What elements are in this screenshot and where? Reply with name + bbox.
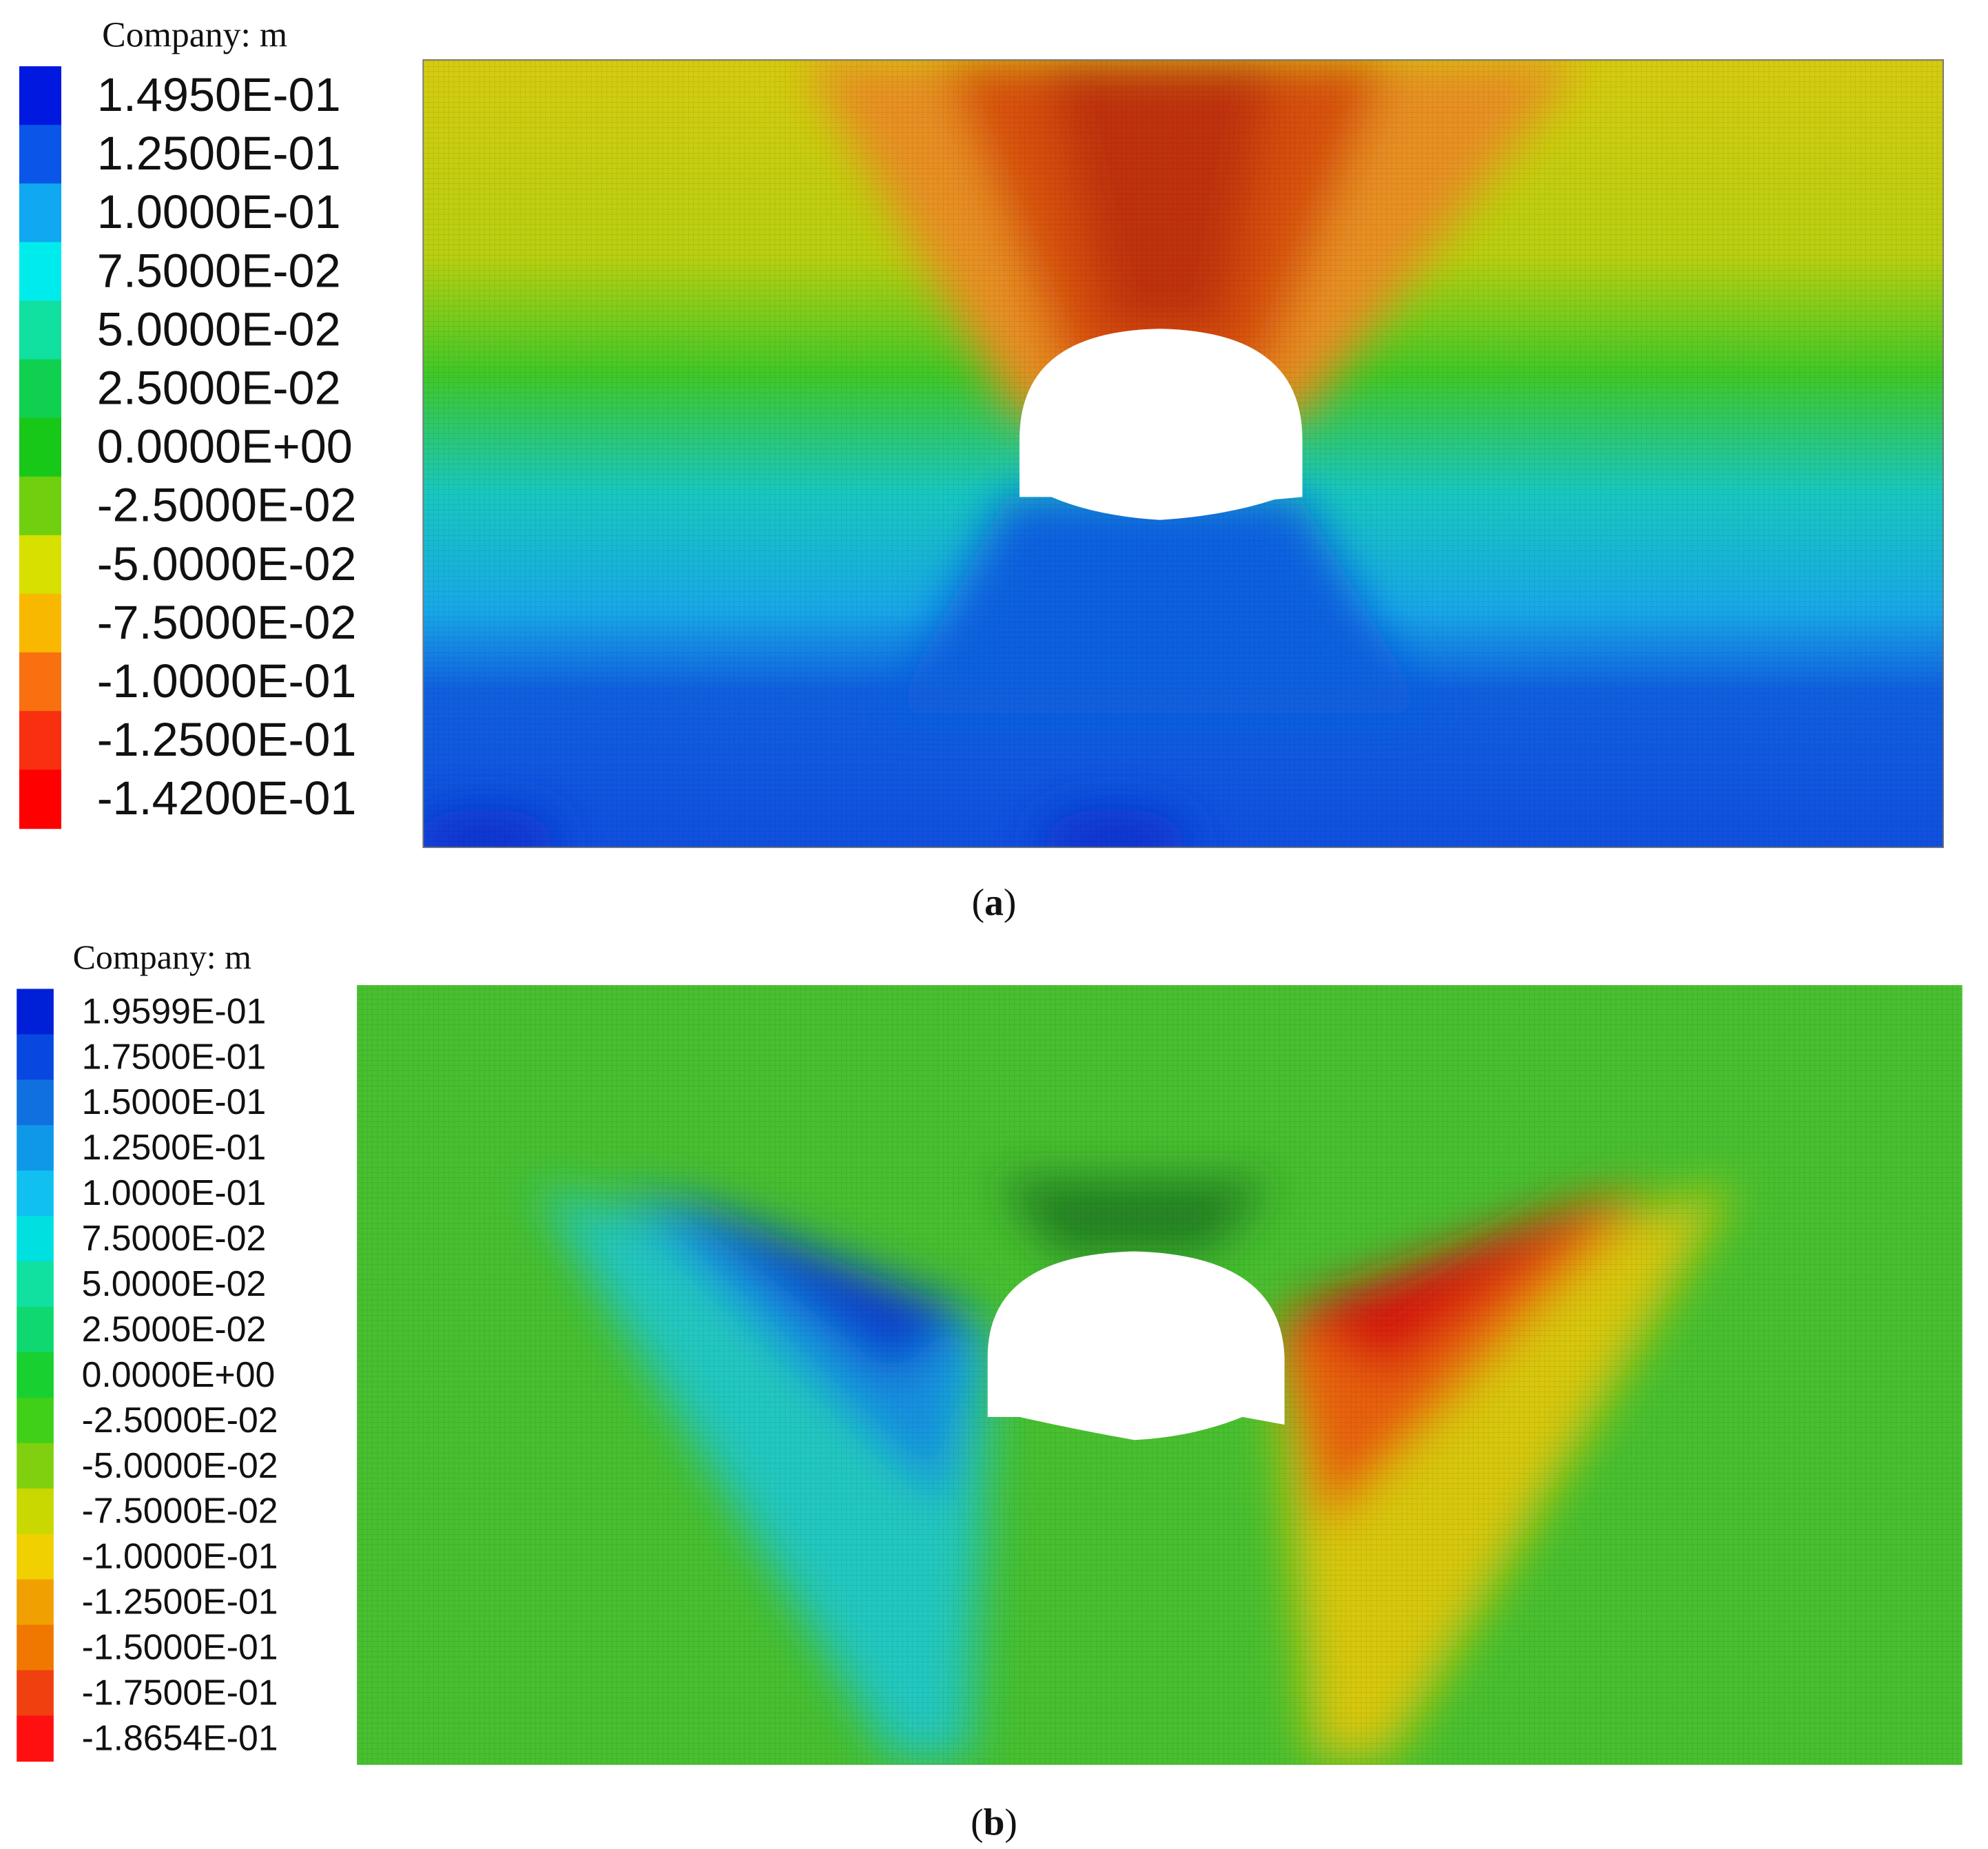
- caption: (b): [971, 1802, 1017, 1844]
- legend-swatch: [17, 1261, 54, 1308]
- legend-swatch: [17, 1533, 54, 1580]
- legend-label: -1.4200E-01: [97, 772, 357, 825]
- legend-label: 0.0000E+00: [97, 420, 353, 473]
- legend-swatch: [17, 1579, 54, 1626]
- caption-letter: b: [984, 1802, 1005, 1844]
- legend-label: -1.2500E-01: [97, 713, 357, 766]
- legend-label: 1.2500E-01: [82, 1127, 267, 1167]
- legend-swatch: [17, 1216, 54, 1262]
- legend-label: -1.5000E-01: [82, 1627, 278, 1667]
- legend-label: -1.8654E-01: [82, 1717, 278, 1757]
- contour-field-a: [423, 59, 1944, 848]
- legend-label: 1.0000E-01: [82, 1173, 267, 1212]
- legend-label: -2.5000E-02: [82, 1400, 278, 1440]
- legend-swatch: [17, 1352, 54, 1398]
- legend-label: -1.7500E-01: [82, 1672, 278, 1712]
- legend-swatch: [17, 1306, 54, 1353]
- legend-label: -5.0000E-02: [82, 1445, 278, 1485]
- legend-label: -1.2500E-01: [82, 1582, 278, 1622]
- legend-label: -1.0000E-01: [82, 1536, 278, 1576]
- legend-swatch: [19, 125, 61, 185]
- legend-swatch: [17, 989, 54, 1035]
- legend-swatch: [19, 242, 61, 302]
- legend-swatch: [19, 711, 61, 771]
- legend-label: 5.0000E-02: [97, 302, 341, 355]
- legend-label: 2.5000E-02: [97, 362, 341, 415]
- legend-swatch: [19, 300, 61, 360]
- legend-label: 5.0000E-02: [82, 1263, 267, 1303]
- legend-swatch: [19, 417, 61, 477]
- legend-label: -2.5000E-02: [97, 479, 357, 532]
- legend-swatch: [17, 1670, 54, 1717]
- legend-swatch: [17, 1624, 54, 1671]
- legend-label: 1.7500E-01: [82, 1036, 267, 1076]
- caption: (a): [972, 882, 1017, 924]
- contour-field-b: [357, 984, 1963, 1765]
- legend-label: 1.0000E-01: [97, 185, 341, 238]
- legend-title: Company: m: [102, 15, 287, 54]
- legend-label: 7.5000E-02: [82, 1218, 267, 1258]
- legend-swatch: [17, 1715, 54, 1762]
- legend-swatch: [17, 1397, 54, 1444]
- legend-swatch: [17, 1034, 54, 1081]
- legend-swatch: [19, 593, 61, 654]
- legend-swatch: [17, 1488, 54, 1535]
- legend-swatch: [19, 535, 61, 595]
- caption-letter: a: [984, 882, 1004, 924]
- legend-swatch: [19, 769, 61, 829]
- legend-label: 1.5000E-01: [82, 1082, 267, 1122]
- legend-swatch: [17, 1443, 54, 1489]
- legend-label: 1.9599E-01: [82, 991, 267, 1031]
- legend-swatch: [19, 66, 61, 126]
- legend-label: 7.5000E-02: [97, 244, 341, 297]
- legend-label: 1.4950E-01: [97, 68, 341, 121]
- legend-swatch: [17, 1125, 54, 1172]
- legend-label: 0.0000E+00: [82, 1354, 276, 1394]
- legend-swatch: [19, 476, 61, 536]
- plot-frame: [422, 59, 1944, 849]
- legend-swatch: [17, 1170, 54, 1217]
- legend-label: 2.5000E-02: [82, 1309, 267, 1349]
- legend-label: -7.5000E-02: [82, 1491, 278, 1531]
- legend-swatch: [19, 183, 61, 243]
- legend-title: Company: m: [73, 938, 252, 976]
- legend-label: -5.0000E-02: [97, 537, 357, 590]
- legend-swatch: [19, 359, 61, 419]
- legend-swatch: [17, 1080, 54, 1126]
- legend-label: -1.0000E-01: [97, 654, 357, 707]
- legend-swatch: [19, 652, 61, 712]
- legend-label: -7.5000E-02: [97, 596, 357, 649]
- legend-label: 1.2500E-01: [97, 127, 341, 180]
